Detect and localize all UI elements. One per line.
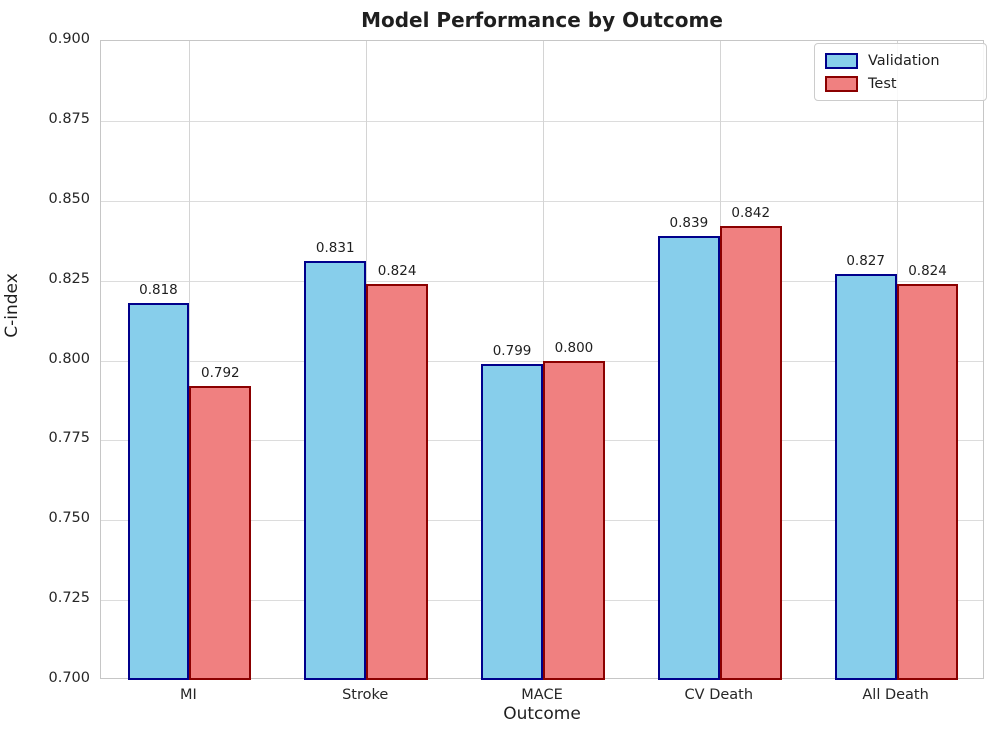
legend: Validation Test [814,43,987,101]
gridline-vertical [543,41,544,678]
y-tick-label: 0.900 [48,31,90,47]
legend-swatch-test [825,76,858,92]
x-tick-label: All Death [862,687,929,703]
bar-test-mi [189,386,252,680]
y-tick-label: 0.725 [48,590,90,607]
bar-value-label: 0.831 [315,240,355,257]
chart-title: Model Performance by Outcome [361,8,723,32]
x-tick-label: Stroke [342,687,389,703]
bar-value-label: 0.800 [554,339,594,356]
bar-value-label: 0.799 [492,342,532,359]
bar-validation-mace [481,363,543,680]
x-tick-label: CV Death [684,687,754,703]
bar-test-stroke [366,283,429,680]
bar-validation-mi [127,302,190,680]
bar-test-all-death [896,283,959,680]
y-tick-label: 0.700 [48,670,90,686]
plot-area: 0.818 0.831 0.799 0.839 0.827 0.792 0.824 0.800… [100,40,984,680]
gridline-horizontal [101,120,983,122]
y-tick-label: 0.775 [48,430,90,447]
legend-swatch-validation [825,53,858,69]
x-tick-label: MI [179,687,197,703]
bar-test-mace [543,360,605,680]
y-tick-label: 0.875 [48,110,90,127]
bar-validation-stroke [304,261,367,680]
y-tick-label: 0.850 [48,190,90,207]
y-tick-label: 0.800 [48,350,90,367]
x-axis-label: Outcome [503,704,581,724]
gridline-horizontal [101,200,983,202]
gridline-horizontal [101,360,983,362]
y-tick-label: 0.750 [48,510,90,527]
bar-value-label: 0.792 [201,365,240,382]
legend-item-test: Test [825,76,976,92]
bar-test-cv-death [719,226,782,680]
bar-value-label: 0.827 [846,253,885,270]
bar-value-label: 0.842 [731,205,771,222]
bar-validation-cv-death [657,235,720,680]
legend-label-validation: Validation [868,53,940,69]
bar-value-label: 0.824 [377,262,417,279]
x-tick-label: MACE [521,687,563,703]
bar-validation-all-death [834,274,897,680]
gridline-horizontal [101,280,983,282]
bar-value-label: 0.839 [669,214,709,231]
gridline-vertical [189,41,191,678]
legend-label-test: Test [868,76,897,92]
bar-value-label: 0.818 [139,281,178,298]
bar-value-label: 0.824 [908,262,947,279]
y-tick-label: 0.825 [48,270,90,287]
legend-item-validation: Validation [825,53,976,69]
